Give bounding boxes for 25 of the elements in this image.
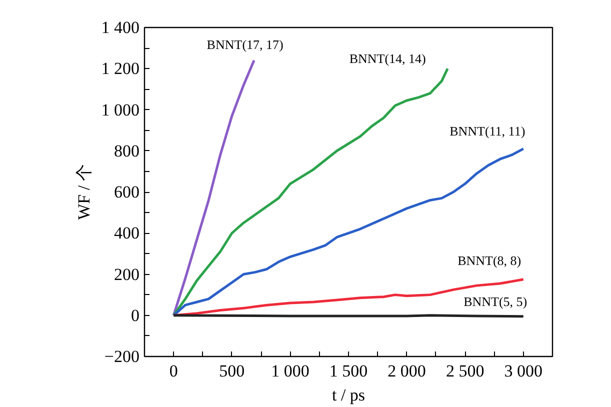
y-tick-label: 600: [114, 182, 140, 202]
y-tick-label: 200: [114, 264, 140, 284]
y-axis-title: WF / 个: [74, 164, 94, 220]
x-tick-label: 3 000: [504, 362, 542, 380]
y-tick-label: 1 400: [101, 18, 140, 37]
x-axis-title: t / ps: [332, 386, 366, 404]
y-tick-label: 0: [131, 306, 140, 325]
y-tick-label: 1 000: [101, 100, 140, 120]
series-label: BNNT(14, 14): [349, 51, 426, 66]
series-label: BNNT(17, 17): [206, 36, 284, 52]
series-label: BNNT(11, 11): [450, 123, 526, 138]
series-label: BNNT(5, 5): [464, 294, 528, 309]
x-tick-label: 500: [219, 362, 245, 380]
line-series: [172, 148, 525, 317]
line-series: [172, 59, 256, 317]
x-tick-label: 1 500: [329, 362, 368, 380]
x-tick-label: 2 000: [388, 362, 426, 380]
x-tick-label: 1 000: [271, 362, 310, 380]
y-tick-label: 1 200: [101, 59, 140, 78]
y-tick-label: 400: [114, 224, 140, 243]
y-tick-label: −200: [104, 347, 140, 366]
x-tick-label: 0: [169, 362, 178, 380]
series-label: BNNT(8, 8): [458, 252, 522, 268]
x-tick-label: 2 500: [446, 362, 484, 380]
y-tick-label: 800: [114, 141, 140, 160]
